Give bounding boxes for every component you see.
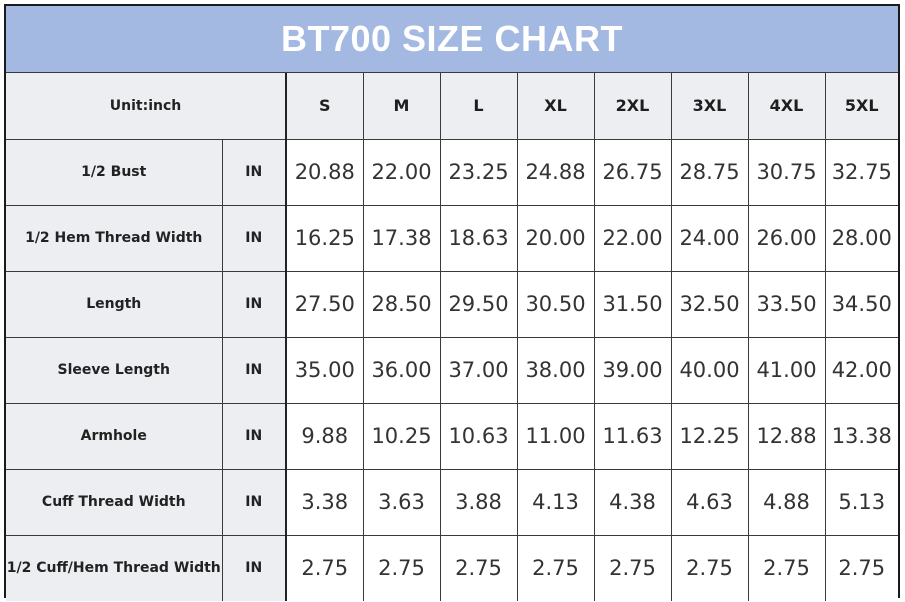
size-chart: BT700 SIZE CHART Unit:inch S M L XL 2XL … xyxy=(4,4,900,601)
value-cell: 4.88 xyxy=(747,468,826,536)
value-cell: 29.50 xyxy=(439,270,518,338)
unit-label: Unit:inch xyxy=(6,73,287,140)
value-cell: 24.88 xyxy=(516,138,595,206)
value-cell: 28.75 xyxy=(670,138,749,206)
value-cell: 2.75 xyxy=(824,534,898,601)
table-row: Armhole IN 9.88 10.25 10.63 11.00 11.63 12.25 12… xyxy=(6,402,898,470)
value-cell: 2.75 xyxy=(439,534,518,601)
value-cell: 24.00 xyxy=(670,204,749,272)
title-bar: BT700 SIZE CHART xyxy=(6,6,898,73)
value-cell: 39.00 xyxy=(593,336,672,404)
value-cell: 30.75 xyxy=(747,138,826,206)
value-cell: 3.88 xyxy=(439,468,518,536)
measurement-label: 1/2 Hem Thread Width xyxy=(6,204,223,272)
size-header: 3XL xyxy=(670,73,749,140)
value-cell: 32.50 xyxy=(670,270,749,338)
measurement-label: 1/2 Cuff/Hem Thread Width xyxy=(6,534,223,601)
value-cell: 2.75 xyxy=(593,534,672,601)
value-cell: 28.00 xyxy=(824,204,898,272)
value-cell: 4.38 xyxy=(593,468,672,536)
size-table: Unit:inch S M L XL 2XL 3XL 4XL 5XL 1/2 B… xyxy=(6,73,898,601)
value-cell: 9.88 xyxy=(285,402,364,470)
value-cell: 35.00 xyxy=(285,336,364,404)
header-row: Unit:inch S M L XL 2XL 3XL 4XL 5XL xyxy=(6,73,898,140)
value-cell: 23.25 xyxy=(439,138,518,206)
value-cell: 4.63 xyxy=(670,468,749,536)
value-cell: 37.00 xyxy=(439,336,518,404)
value-cell: 11.63 xyxy=(593,402,672,470)
value-cell: 17.38 xyxy=(362,204,441,272)
value-cell: 20.00 xyxy=(516,204,595,272)
value-cell: 18.63 xyxy=(439,204,518,272)
size-header: L xyxy=(439,73,518,140)
value-cell: 28.50 xyxy=(362,270,441,338)
value-cell: 2.75 xyxy=(747,534,826,601)
value-cell: 2.75 xyxy=(362,534,441,601)
value-cell: 30.50 xyxy=(516,270,595,338)
value-cell: 22.00 xyxy=(593,204,672,272)
unit-cell: IN xyxy=(221,204,287,272)
chart-title: BT700 SIZE CHART xyxy=(280,18,624,59)
value-cell: 27.50 xyxy=(285,270,364,338)
unit-cell: IN xyxy=(221,534,287,601)
value-cell: 4.13 xyxy=(516,468,595,536)
value-cell: 34.50 xyxy=(824,270,898,338)
size-header: 5XL xyxy=(824,73,898,140)
value-cell: 10.63 xyxy=(439,402,518,470)
table-row: Sleeve Length IN 35.00 36.00 37.00 38.00 39.00… xyxy=(6,336,898,404)
measurement-label: Armhole xyxy=(6,402,223,470)
value-cell: 42.00 xyxy=(824,336,898,404)
size-header: XL xyxy=(516,73,595,140)
value-cell: 31.50 xyxy=(593,270,672,338)
unit-cell: IN xyxy=(221,138,287,206)
value-cell: 10.25 xyxy=(362,402,441,470)
unit-cell: IN xyxy=(221,402,287,470)
value-cell: 2.75 xyxy=(670,534,749,601)
value-cell: 32.75 xyxy=(824,138,898,206)
value-cell: 26.75 xyxy=(593,138,672,206)
value-cell: 11.00 xyxy=(516,402,595,470)
table-row: 1/2 Bust IN 20.88 22.00 23.25 24.88 26.75 28.75… xyxy=(6,138,898,206)
value-cell: 12.88 xyxy=(747,402,826,470)
value-cell: 20.88 xyxy=(285,138,364,206)
size-header: M xyxy=(362,73,441,140)
value-cell: 3.38 xyxy=(285,468,364,536)
size-header: 4XL xyxy=(747,73,826,140)
value-cell: 38.00 xyxy=(516,336,595,404)
measurement-label: 1/2 Bust xyxy=(6,138,223,206)
table-row: 1/2 Cuff/Hem Thread Width IN 2.75 2.75 2.75 2… xyxy=(6,534,898,601)
value-cell: 22.00 xyxy=(362,138,441,206)
value-cell: 33.50 xyxy=(747,270,826,338)
value-cell: 16.25 xyxy=(285,204,364,272)
value-cell: 26.00 xyxy=(747,204,826,272)
value-cell: 40.00 xyxy=(670,336,749,404)
unit-cell: IN xyxy=(221,270,287,338)
value-cell: 41.00 xyxy=(747,336,826,404)
table-row: Length IN 27.50 28.50 29.50 30.50 31.50 32.50 33… xyxy=(6,270,898,338)
unit-cell: IN xyxy=(221,336,287,404)
size-header: 2XL xyxy=(593,73,672,140)
size-header: S xyxy=(285,73,364,140)
table-row: Cuff Thread Width IN 3.38 3.63 3.88 4.13 4.38 4… xyxy=(6,468,898,536)
value-cell: 2.75 xyxy=(516,534,595,601)
unit-cell: IN xyxy=(221,468,287,536)
value-cell: 13.38 xyxy=(824,402,898,470)
measurement-label: Sleeve Length xyxy=(6,336,223,404)
table-row: 1/2 Hem Thread Width IN 16.25 17.38 18.63 20.… xyxy=(6,204,898,272)
measurement-label: Cuff Thread Width xyxy=(6,468,223,536)
value-cell: 5.13 xyxy=(824,468,898,536)
value-cell: 2.75 xyxy=(285,534,364,601)
value-cell: 36.00 xyxy=(362,336,441,404)
measurement-label: Length xyxy=(6,270,223,338)
value-cell: 12.25 xyxy=(670,402,749,470)
value-cell: 3.63 xyxy=(362,468,441,536)
